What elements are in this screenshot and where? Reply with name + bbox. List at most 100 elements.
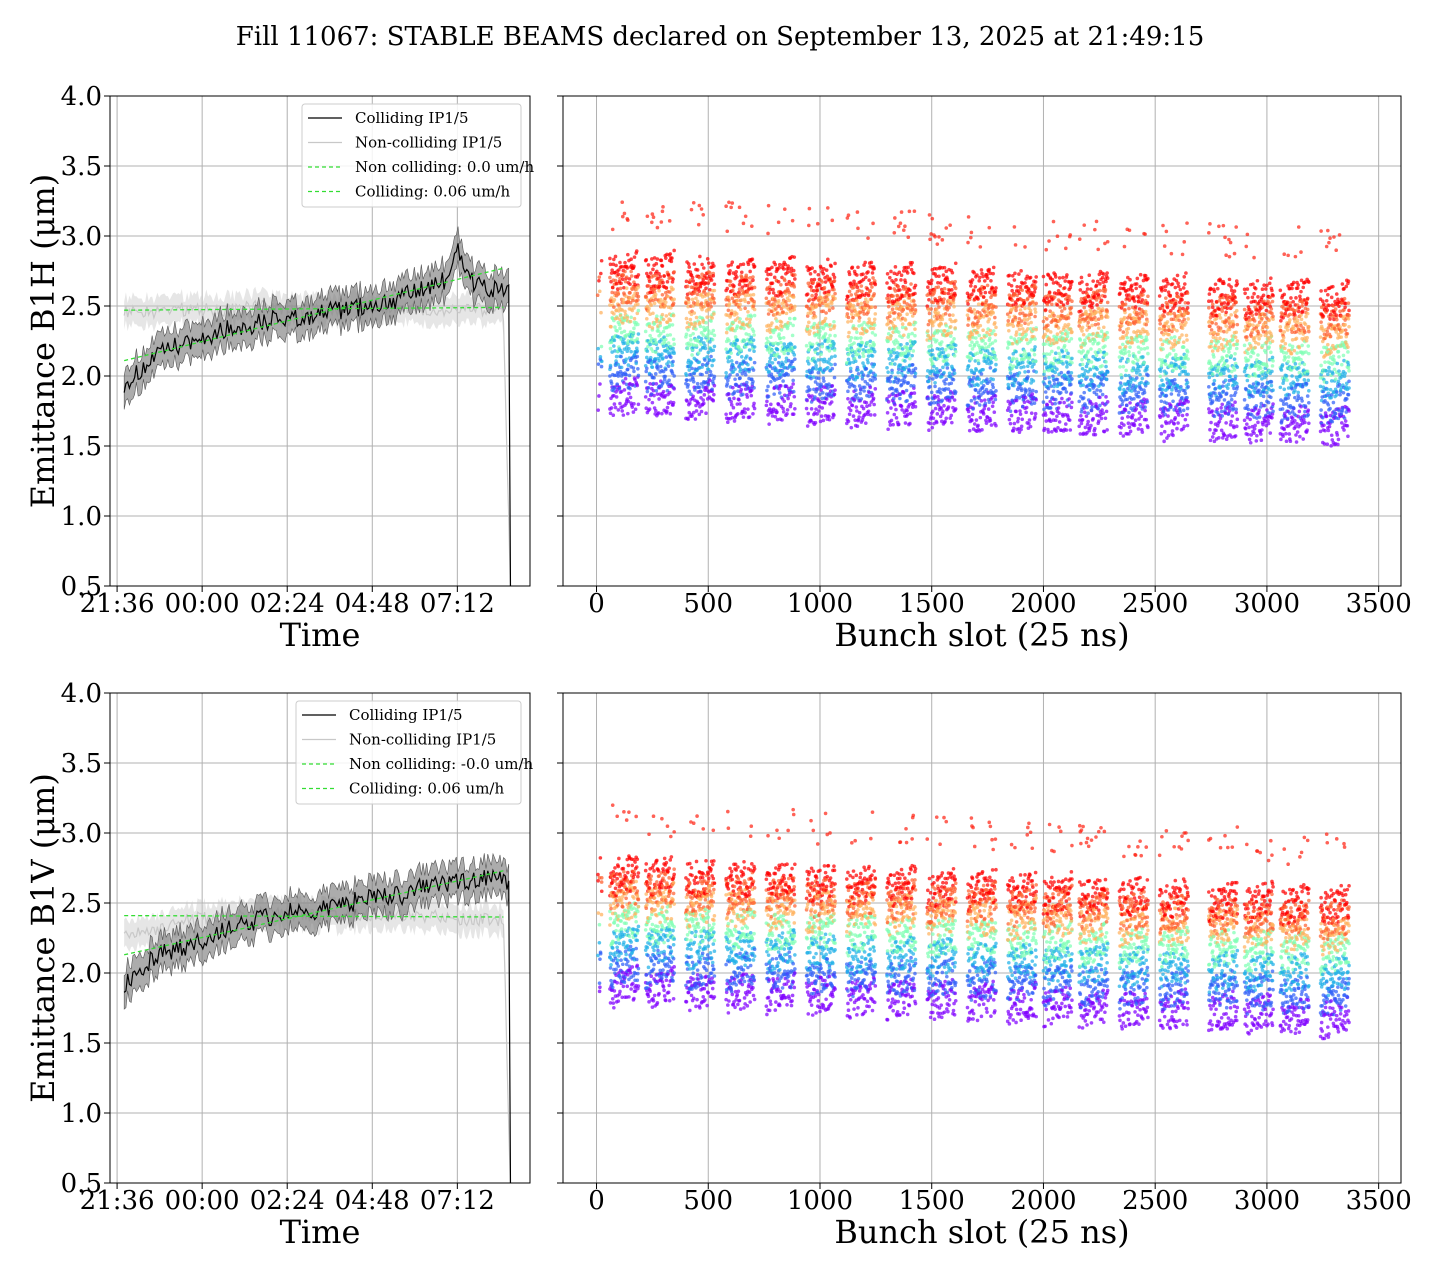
b1h-bunch-point bbox=[708, 271, 712, 275]
b1h-bunch-point bbox=[747, 348, 752, 352]
b1h-bunch-point bbox=[808, 297, 812, 302]
b1h-bunch-point bbox=[650, 212, 655, 216]
b1h-bunch-point bbox=[767, 345, 771, 349]
b1h-bunch-point bbox=[970, 292, 974, 297]
b1h-bunch-point bbox=[846, 334, 851, 339]
b1h-bunch-point bbox=[1013, 271, 1017, 276]
b1h-bunch-point bbox=[984, 298, 989, 303]
b1h-bunch-point bbox=[1027, 421, 1031, 426]
b1h-bunch-point bbox=[846, 357, 851, 362]
b1h-bunch-point bbox=[852, 341, 856, 345]
b1h-bunch-point bbox=[1094, 310, 1099, 314]
b1h-bunch-point bbox=[872, 317, 877, 322]
b1h-bunch-point bbox=[910, 331, 914, 336]
b1h-bunch-point bbox=[728, 373, 732, 377]
b1h-bunch-point bbox=[815, 221, 820, 226]
b1h-bunch-point bbox=[1080, 329, 1084, 333]
b1h-bunch-point bbox=[1093, 432, 1098, 437]
b1h-bunch-point bbox=[650, 326, 655, 330]
b1h-bunch-point bbox=[822, 267, 826, 271]
b1h-bunch-point bbox=[861, 361, 865, 365]
b1h-bunch-point bbox=[712, 288, 717, 293]
b1h-bunch-point bbox=[661, 369, 666, 374]
b1h-bunch-point bbox=[1065, 365, 1069, 369]
b1h-bunch-point bbox=[1082, 223, 1087, 227]
b1h-bunch-point bbox=[820, 390, 825, 395]
b1h-bunch-point bbox=[1063, 387, 1068, 391]
b1h-bunch-point bbox=[707, 261, 711, 265]
b1h-bunch-point bbox=[828, 333, 832, 338]
b1h-bunch-point bbox=[939, 340, 944, 344]
b1h-bunch-point bbox=[775, 410, 779, 414]
b1h-bunch-point bbox=[965, 313, 970, 317]
b1h-bunch-point bbox=[734, 360, 739, 365]
b1h-bunch-point bbox=[817, 404, 822, 409]
b1h-bunch-point bbox=[700, 262, 704, 267]
b1h-bunch-point bbox=[1033, 310, 1038, 314]
b1h-bunch-point bbox=[739, 298, 744, 302]
b1h-bunch-point bbox=[746, 262, 751, 267]
b1h-bunch-point bbox=[636, 332, 641, 336]
b1h-bunch-point bbox=[636, 366, 640, 371]
b1h-bunch-point bbox=[898, 392, 903, 396]
b1h-bunch-point bbox=[966, 323, 970, 327]
b1h-bunch-point bbox=[1009, 335, 1013, 340]
b1h-bunch-point bbox=[1068, 428, 1073, 432]
b1h-bunch-point bbox=[823, 280, 828, 284]
b1h-bunch-point bbox=[1045, 317, 1049, 321]
b1h-bunch-point bbox=[696, 222, 701, 227]
b1h-bunch-point bbox=[855, 210, 860, 214]
b1h-bunch-point bbox=[666, 294, 670, 299]
b1h-bunch-point bbox=[908, 395, 913, 399]
b1h-bunch-point bbox=[736, 411, 740, 416]
b1h-bunch-point bbox=[668, 252, 673, 256]
b1h-bunch-point bbox=[893, 289, 898, 293]
b1h-bunch-point bbox=[1028, 424, 1033, 429]
b1h-bunch-point bbox=[1028, 389, 1032, 394]
b1h-bunch-point bbox=[1081, 349, 1085, 353]
b1h-bunch-point bbox=[1105, 300, 1110, 305]
b1h-bunch-point bbox=[735, 402, 740, 406]
b1h-bunch-point bbox=[869, 369, 873, 373]
b1h-bunch-point bbox=[1009, 413, 1014, 418]
b1h-bunch-point bbox=[953, 286, 958, 291]
b1h-bunch-point bbox=[697, 360, 702, 364]
b1h-bunch-point bbox=[931, 416, 936, 421]
b1h-bunch-point bbox=[893, 310, 897, 315]
b1h-bunch-point bbox=[826, 302, 831, 307]
b1h-bunch-point bbox=[1042, 426, 1047, 431]
b1h-bunch-point bbox=[627, 277, 632, 281]
b1h-bunch-point bbox=[786, 372, 790, 377]
b1h-bunch-point bbox=[699, 336, 704, 341]
b1h-bunch-point bbox=[1042, 369, 1047, 374]
b1h-bunch-point bbox=[902, 300, 907, 305]
b1h-bunch-point bbox=[983, 342, 988, 346]
b1h-bunch-point bbox=[689, 207, 694, 212]
b1h-bunch-point bbox=[1033, 337, 1037, 341]
b1h-bunch-point bbox=[649, 303, 654, 308]
b1h-bunch-point bbox=[770, 361, 775, 365]
b1h-bunch-point bbox=[1045, 395, 1049, 400]
b1h-bunch-point bbox=[619, 264, 624, 269]
b1h-bunch-point bbox=[661, 356, 665, 360]
b1h-time-xtick-label: 07:12 bbox=[420, 589, 495, 619]
b1h-bunch-point bbox=[793, 273, 797, 277]
b1h-bunch-point bbox=[888, 326, 892, 330]
b1h-bunch-point bbox=[1099, 416, 1104, 421]
b1h-bunch-point bbox=[989, 423, 994, 427]
b1h-bunch-point bbox=[863, 260, 868, 265]
b1h-bunch-point bbox=[793, 316, 797, 321]
b1h-bunch-point bbox=[994, 305, 998, 309]
b1h-bunch-point bbox=[729, 403, 734, 407]
b1h-bunch-point bbox=[782, 351, 787, 356]
b1h-bunch-point bbox=[926, 369, 930, 373]
b1h-bunch-point bbox=[891, 280, 896, 285]
b1h-bunch-point bbox=[953, 349, 958, 354]
b1h-bunch-point bbox=[1058, 305, 1063, 309]
b1h-bunch-point bbox=[896, 284, 900, 289]
b1h-bunch-point bbox=[765, 336, 769, 341]
b1h-bunch-point bbox=[937, 235, 941, 239]
b1h-bunch-point bbox=[776, 341, 780, 346]
b1h-bunch-point bbox=[932, 421, 936, 426]
b1h-bunch-point bbox=[687, 368, 692, 372]
